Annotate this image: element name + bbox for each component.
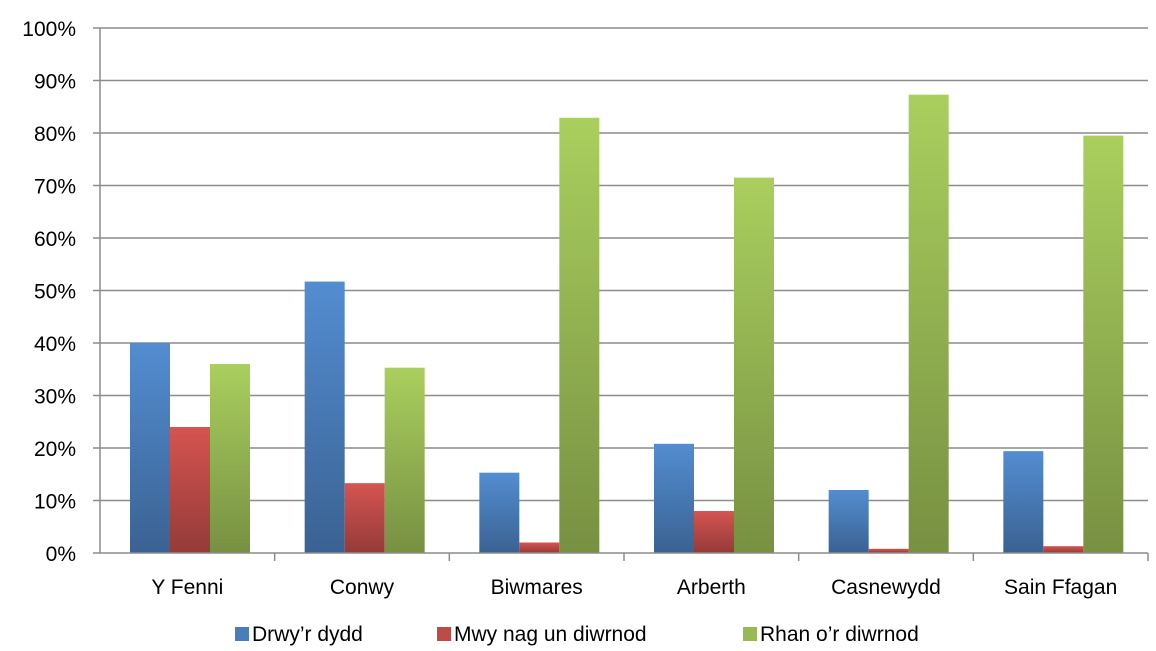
bar [734, 177, 774, 553]
legend-swatch [437, 627, 451, 641]
x-tick-label: Sain Ffagan [1004, 576, 1117, 599]
bar [1003, 451, 1044, 553]
y-tick-label: 90% [34, 71, 76, 94]
y-tick-label: 60% [34, 228, 76, 251]
legend-swatch [743, 627, 757, 641]
bar [170, 427, 210, 553]
y-tick-label: 10% [34, 491, 76, 514]
bar [344, 483, 385, 553]
legend-label: Drwy’r dydd [252, 623, 363, 646]
y-tick-label: 80% [34, 123, 76, 146]
bar [694, 511, 734, 553]
bar [828, 490, 869, 553]
y-tick-label: 70% [34, 176, 76, 199]
x-tick-label: Biwmares [491, 576, 583, 599]
y-tick-label: 50% [34, 281, 76, 304]
bar [1043, 546, 1084, 553]
bar [908, 94, 949, 554]
legend-item: Mwy nag un diwrnod [437, 623, 647, 646]
y-tick-labels: 0% 10% 20% 30% 40% 50% 60% 70% 80% 90% 100% [22, 18, 76, 566]
legend-label: Mwy nag un diwrnod [454, 623, 647, 646]
bar [130, 343, 170, 553]
gridlines [93, 27, 1148, 554]
y-tick-label: 20% [34, 438, 76, 461]
y-tick-label: 0% [46, 543, 76, 566]
y-tick-label: 100% [22, 18, 76, 41]
x-tick-label: Arberth [677, 576, 746, 599]
bar [654, 443, 694, 553]
bar [519, 542, 560, 553]
axes [99, 28, 1149, 561]
x-tick-label: Y Fenni [151, 576, 223, 599]
bar [304, 281, 345, 553]
bar [559, 117, 600, 554]
bar [210, 364, 250, 553]
x-tick-label: Casnewydd [831, 576, 941, 599]
x-tick-labels: Y Fenni Conwy Biwmares Arberth Casnewydd Sain… [151, 576, 1117, 599]
legend: Drwy’r dydd Mwy nag un diwrnod Rhan o’r di… [235, 623, 919, 646]
y-tick-label: 40% [34, 333, 76, 356]
bars [130, 94, 1124, 554]
legend-label: Rhan o’r diwrnod [760, 623, 919, 646]
bar [479, 472, 520, 553]
legend-swatch [235, 627, 249, 641]
x-tick-label: Conwy [330, 576, 395, 599]
bar [868, 548, 909, 553]
bar [1083, 135, 1124, 553]
bar [384, 367, 425, 553]
legend-item: Drwy’r dydd [235, 623, 363, 646]
legend-item: Rhan o’r diwrnod [743, 623, 919, 646]
y-tick-label: 30% [34, 386, 76, 409]
